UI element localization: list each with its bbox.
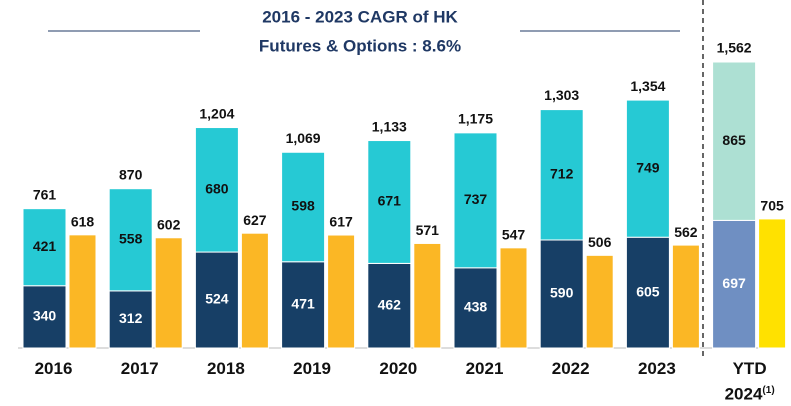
bar-segment [240, 232, 269, 349]
category: 2019 [293, 359, 331, 378]
segment-label: 680 [205, 181, 229, 197]
value-label: 571 [416, 222, 440, 238]
value-label: 562 [674, 224, 698, 240]
segment-label: 462 [378, 296, 402, 312]
value-label: 627 [243, 212, 267, 228]
value-label: 602 [157, 216, 181, 232]
category: 2023 [637, 359, 676, 378]
category: 2020 [379, 359, 418, 378]
bar-segment [625, 99, 670, 238]
bar-segment [671, 244, 700, 349]
segment-label: 605 [636, 283, 660, 299]
total-label: 1,204 [199, 105, 234, 121]
bar-segment [712, 61, 757, 221]
segment-label: 340 [33, 308, 57, 324]
total-label: 1,562 [717, 40, 752, 56]
x-tick-label: 2017 [110, 358, 170, 380]
bar-segment [281, 151, 326, 263]
total-label: 1,354 [630, 78, 665, 94]
bar-segment [194, 127, 239, 253]
bar-segment [154, 237, 183, 349]
segment-label: 558 [119, 230, 143, 246]
value-label: 705 [760, 198, 784, 214]
segment-label: 421 [33, 238, 57, 254]
bar-segment [539, 239, 584, 349]
value-label: 547 [502, 227, 526, 243]
segment-label: 312 [119, 310, 143, 326]
category: YTD 2024 [724, 359, 767, 404]
bar-segment [108, 290, 153, 349]
bar-segment [367, 140, 412, 264]
bar-segment [413, 242, 442, 349]
x-tick-label: 2018 [196, 358, 256, 380]
bar-segment [585, 254, 614, 349]
bar-segment [367, 262, 412, 349]
segment-label: 737 [464, 191, 488, 207]
x-tick-label: YTD 2024(1) [725, 358, 775, 406]
segment-label: 524 [205, 291, 229, 307]
bar-segment [327, 234, 356, 349]
bar-segment [108, 188, 153, 292]
segment-label: 671 [378, 193, 402, 209]
x-tick-label: 2022 [541, 358, 601, 380]
bar-segment [68, 234, 97, 349]
category: 2017 [120, 359, 159, 378]
category: 2022 [551, 359, 590, 378]
bar-segment [22, 285, 67, 349]
segment-label: 438 [464, 299, 488, 315]
total-label: 1,069 [286, 130, 321, 146]
total-label: 1,133 [372, 118, 407, 134]
bar-segment [712, 219, 757, 349]
segment-label: 598 [291, 198, 315, 214]
bar-segment [281, 261, 326, 349]
total-label: 870 [119, 166, 143, 182]
total-label: 1,175 [458, 111, 493, 127]
x-tick-label: 2019 [282, 358, 342, 380]
x-tick-label: 2021 [455, 358, 515, 380]
segment-label: 471 [291, 296, 315, 312]
chart-title: 2016 - 2023 CAGR of HK [262, 7, 458, 26]
segment-label: 749 [636, 159, 660, 175]
bar-segment [194, 251, 239, 349]
bar-segment [22, 208, 67, 287]
category: 2021 [465, 359, 504, 378]
x-tick-label: 2023 [627, 358, 687, 380]
bar-segment [499, 247, 528, 349]
bar-segment [625, 236, 670, 349]
bar-segment [539, 109, 584, 241]
category: 2016 [34, 359, 73, 378]
segment-label: 590 [550, 285, 574, 301]
x-tick-label: 2016 [24, 358, 84, 380]
footnote-marker: (1) [762, 385, 775, 396]
bar-segment [453, 132, 498, 269]
segment-label: 712 [550, 165, 574, 181]
bar-segment [758, 218, 787, 349]
segment-label: 697 [722, 275, 746, 291]
category: 2018 [206, 359, 245, 378]
value-label: 618 [71, 214, 95, 230]
value-label: 506 [588, 234, 612, 250]
total-label: 761 [33, 186, 57, 202]
segment-label: 865 [722, 132, 746, 148]
value-label: 617 [329, 214, 353, 230]
chart-title: Futures & Options : 8.6% [259, 36, 461, 55]
x-tick-label: 2020 [368, 358, 428, 380]
total-label: 1,303 [544, 87, 579, 103]
bar-segment [453, 267, 498, 349]
